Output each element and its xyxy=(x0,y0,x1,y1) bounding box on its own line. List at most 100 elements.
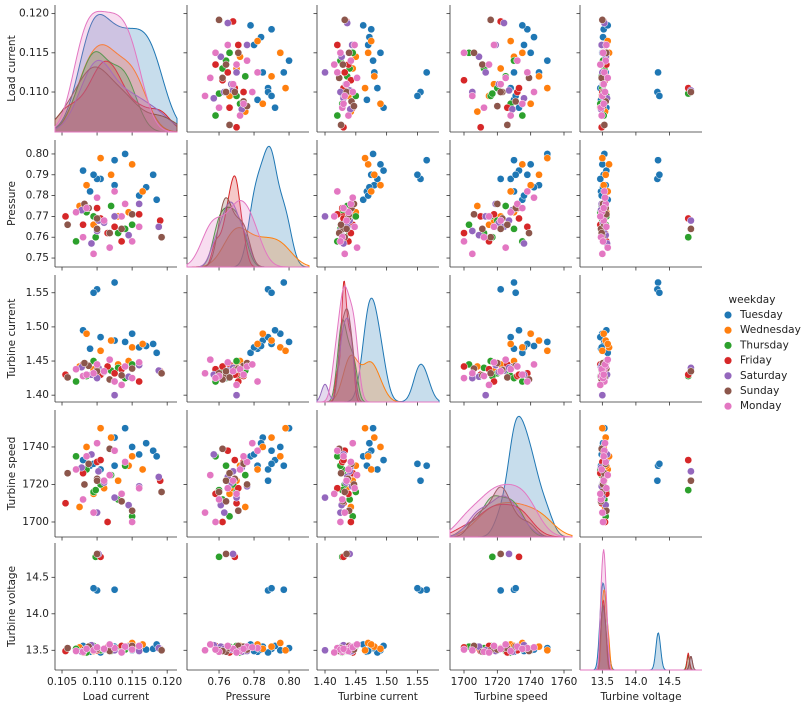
y-tick-label: 0.120 xyxy=(19,8,49,20)
y-tick-label: 1740 xyxy=(22,441,49,453)
scatter-point xyxy=(602,222,611,231)
scatter-point xyxy=(468,250,477,258)
scatter-point xyxy=(344,111,353,120)
scatter-point xyxy=(543,56,552,65)
scatter-point xyxy=(597,111,606,120)
scatter-point xyxy=(241,503,250,511)
scatter-point xyxy=(264,476,272,485)
scatter-point xyxy=(239,644,248,653)
scatter-point xyxy=(468,369,477,378)
scatter-point xyxy=(518,370,527,379)
scatter-point xyxy=(598,346,607,355)
scatter-point xyxy=(105,640,114,649)
scatter-point xyxy=(520,41,528,49)
legend-marker xyxy=(723,341,733,350)
scatter-point xyxy=(687,367,695,376)
y-axis-label: Load current xyxy=(6,35,18,101)
scatter-point xyxy=(596,490,605,498)
scatter-point xyxy=(515,553,523,561)
scatter-point xyxy=(63,469,72,478)
scatter-point xyxy=(600,121,609,129)
scatter-point xyxy=(243,56,251,65)
x-tick-label: 0.105 xyxy=(47,676,77,688)
scatter-point xyxy=(100,476,108,485)
scatter-point xyxy=(229,80,237,89)
scatter-point xyxy=(345,48,353,57)
scatter-point xyxy=(117,212,126,221)
scatter-point xyxy=(215,553,223,561)
scatter-point xyxy=(422,461,431,470)
scatter-point xyxy=(110,369,119,378)
scatter-point xyxy=(422,68,431,77)
scatter-point xyxy=(598,250,607,258)
scatter-point xyxy=(473,107,482,116)
scatter-point xyxy=(225,103,234,112)
scatter-point xyxy=(253,377,262,386)
scatter-point xyxy=(526,160,535,169)
scatter-point xyxy=(107,202,115,210)
x-tick-label: 13.5 xyxy=(591,676,614,688)
scatter-point xyxy=(506,208,515,217)
scatter-point xyxy=(601,193,609,202)
scatter-point xyxy=(321,212,329,221)
scatter-point xyxy=(232,648,241,657)
scatter-point xyxy=(601,88,609,96)
scatter-point xyxy=(93,439,101,448)
scatter-point xyxy=(223,68,232,77)
scatter-point xyxy=(601,170,610,179)
scatter-point xyxy=(506,333,515,341)
scatter-point xyxy=(478,60,487,69)
scatter-point xyxy=(460,48,468,57)
scatter-point xyxy=(510,225,518,233)
scatter-point xyxy=(596,381,605,389)
scatter-point xyxy=(370,433,379,442)
scatter-point xyxy=(330,212,339,221)
scatter-point xyxy=(603,471,612,479)
scatter-point xyxy=(535,336,543,345)
scatter-point xyxy=(267,336,276,345)
scatter-point xyxy=(653,476,662,485)
scatter-point xyxy=(93,225,101,233)
scatter-point xyxy=(603,340,612,348)
scatter-point xyxy=(225,469,234,478)
scatter-point xyxy=(82,204,91,212)
scatter-point xyxy=(128,237,136,246)
scatter-point xyxy=(506,365,515,374)
scatter-point xyxy=(336,48,345,57)
scatter-point xyxy=(152,195,161,204)
scatter-point xyxy=(367,187,376,196)
scatter-point xyxy=(107,433,115,442)
scatter-point xyxy=(496,225,505,233)
scatter-point xyxy=(599,370,608,379)
scatter-point xyxy=(518,160,527,169)
scatter-point xyxy=(480,233,488,242)
scatter-point xyxy=(376,181,385,190)
scatter-point xyxy=(157,488,166,496)
scatter-point xyxy=(110,493,119,502)
scatter-point xyxy=(135,450,143,459)
scatter-point xyxy=(596,60,605,69)
scatter-point xyxy=(223,41,232,49)
scatter-point xyxy=(128,443,136,451)
scatter-point xyxy=(117,237,126,246)
scatter-point xyxy=(601,439,609,448)
legend-title: weekday xyxy=(729,294,776,306)
scatter-point xyxy=(470,48,478,57)
scatter-point xyxy=(267,288,276,297)
scatter-point xyxy=(339,204,348,212)
scatter-point xyxy=(276,443,285,451)
scatter-point xyxy=(211,518,220,526)
scatter-point xyxy=(599,204,608,212)
scatter-point xyxy=(344,465,353,474)
scatter-point xyxy=(128,518,136,526)
scatter-point xyxy=(243,458,251,466)
scatter-point xyxy=(460,362,468,371)
scatter-point xyxy=(340,488,349,496)
scatter-point xyxy=(515,326,523,335)
scatter-point xyxy=(347,56,355,65)
scatter-point xyxy=(488,89,497,98)
scatter-point xyxy=(79,166,87,175)
scatter-point xyxy=(135,222,143,231)
scatter-point xyxy=(94,467,103,476)
x-tick-label: 1.40 xyxy=(313,676,336,688)
